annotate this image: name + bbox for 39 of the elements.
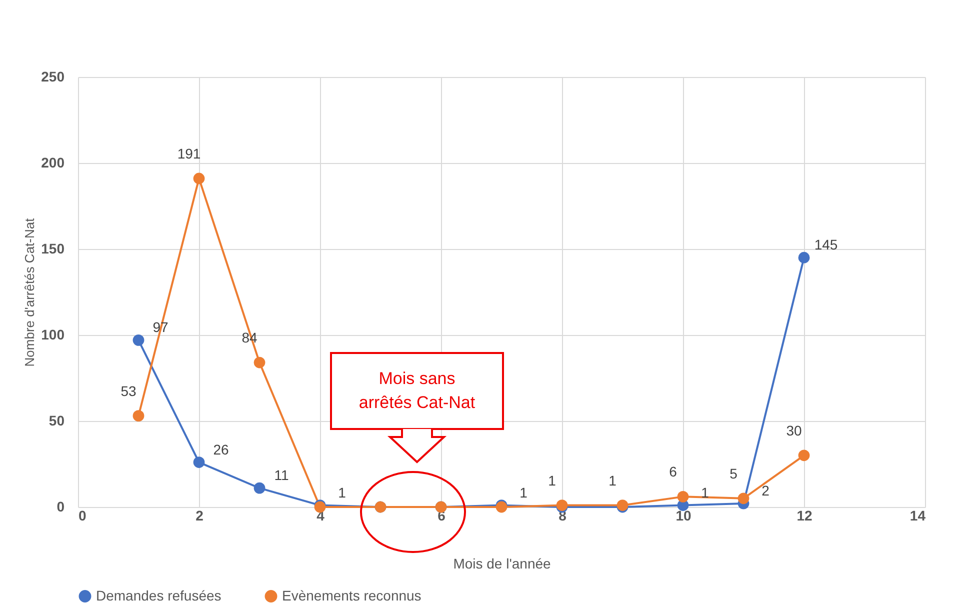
x-axis-title: Mois de l'année xyxy=(453,556,552,572)
point xyxy=(738,492,750,504)
x-tick-label: 12 xyxy=(796,508,812,524)
data-label: 11 xyxy=(274,467,289,484)
data-label: 191 xyxy=(177,145,201,162)
y-tick-label: 150 xyxy=(41,240,65,256)
y-tick-label: 100 xyxy=(41,326,65,342)
data-label: 1 xyxy=(701,484,710,500)
y-tick-label: 250 xyxy=(41,68,65,84)
data-label: 1 xyxy=(608,472,617,488)
point xyxy=(798,450,810,462)
data-label: 5 xyxy=(730,465,738,482)
data-label: 2 xyxy=(762,482,770,499)
data-label: 145 xyxy=(814,236,838,253)
data-label: 6 xyxy=(669,464,678,480)
y-axis-title: Nombre d'arrêtés Cat-Nat xyxy=(22,218,38,367)
point xyxy=(193,456,205,468)
data-label: 26 xyxy=(213,441,229,458)
data-label: 1 xyxy=(520,484,528,500)
x-tick-label: 10 xyxy=(676,508,692,524)
point xyxy=(132,410,144,422)
point xyxy=(193,172,205,184)
y-tick-label: 200 xyxy=(41,154,65,170)
y-tick-label: 50 xyxy=(48,412,65,428)
callout-box: Mois sans arrêtés Cat-Nat xyxy=(330,352,504,430)
x-tick-label: 2 xyxy=(196,508,204,524)
legend-label: Demandes refusées xyxy=(96,587,222,604)
point xyxy=(798,252,810,264)
legend-label: Evènements reconnus xyxy=(282,587,422,604)
point xyxy=(677,490,689,502)
data-label: 53 xyxy=(120,382,136,399)
x-tick-label: 0 xyxy=(78,508,86,524)
point xyxy=(254,482,266,494)
data-label: 1 xyxy=(548,472,556,488)
point xyxy=(254,356,266,368)
point xyxy=(132,334,144,346)
data-label: 30 xyxy=(786,422,802,438)
data-label: 1 xyxy=(338,484,346,500)
x-tick-label: 14 xyxy=(910,508,926,524)
